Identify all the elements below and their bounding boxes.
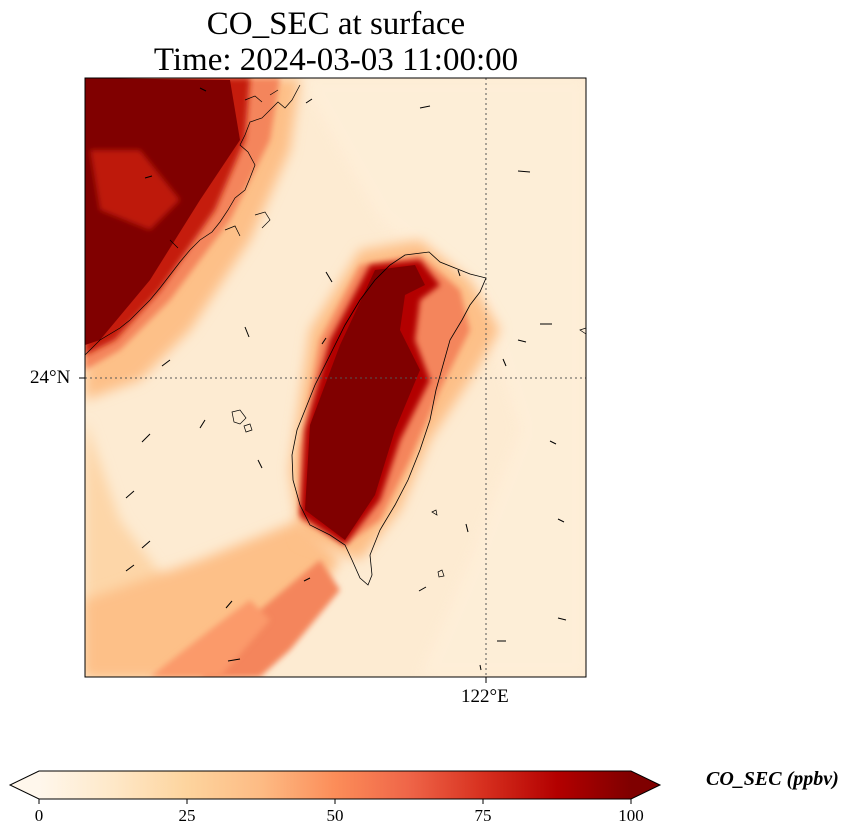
longitude-label: 122°E	[461, 686, 509, 707]
penghu-islands	[231, 409, 253, 433]
taiwan-coastline	[291, 251, 487, 586]
colorbar-label: CO_SEC (ppbv)	[706, 768, 839, 790]
concentration-field	[85, 78, 586, 677]
mainland-coastline	[85, 84, 301, 356]
plot-title-line-1: CO_SEC at surface	[206, 6, 466, 42]
colorbar-tick-label: 100	[618, 806, 644, 825]
plot-title-line-2: Time: 2024-03-03 11:00:00	[153, 42, 519, 78]
colorbar-tick-label: 75	[474, 806, 492, 825]
colorbar-tick-label: 25	[178, 806, 196, 825]
wind-vector-field	[125, 87, 567, 671]
colorbar-tick-label: 0	[34, 806, 44, 825]
colorbar	[8, 770, 662, 804]
latitude-label: 24°N	[30, 367, 71, 388]
small-island	[431, 327, 586, 578]
colorbar-tick-label: 50	[326, 806, 344, 825]
